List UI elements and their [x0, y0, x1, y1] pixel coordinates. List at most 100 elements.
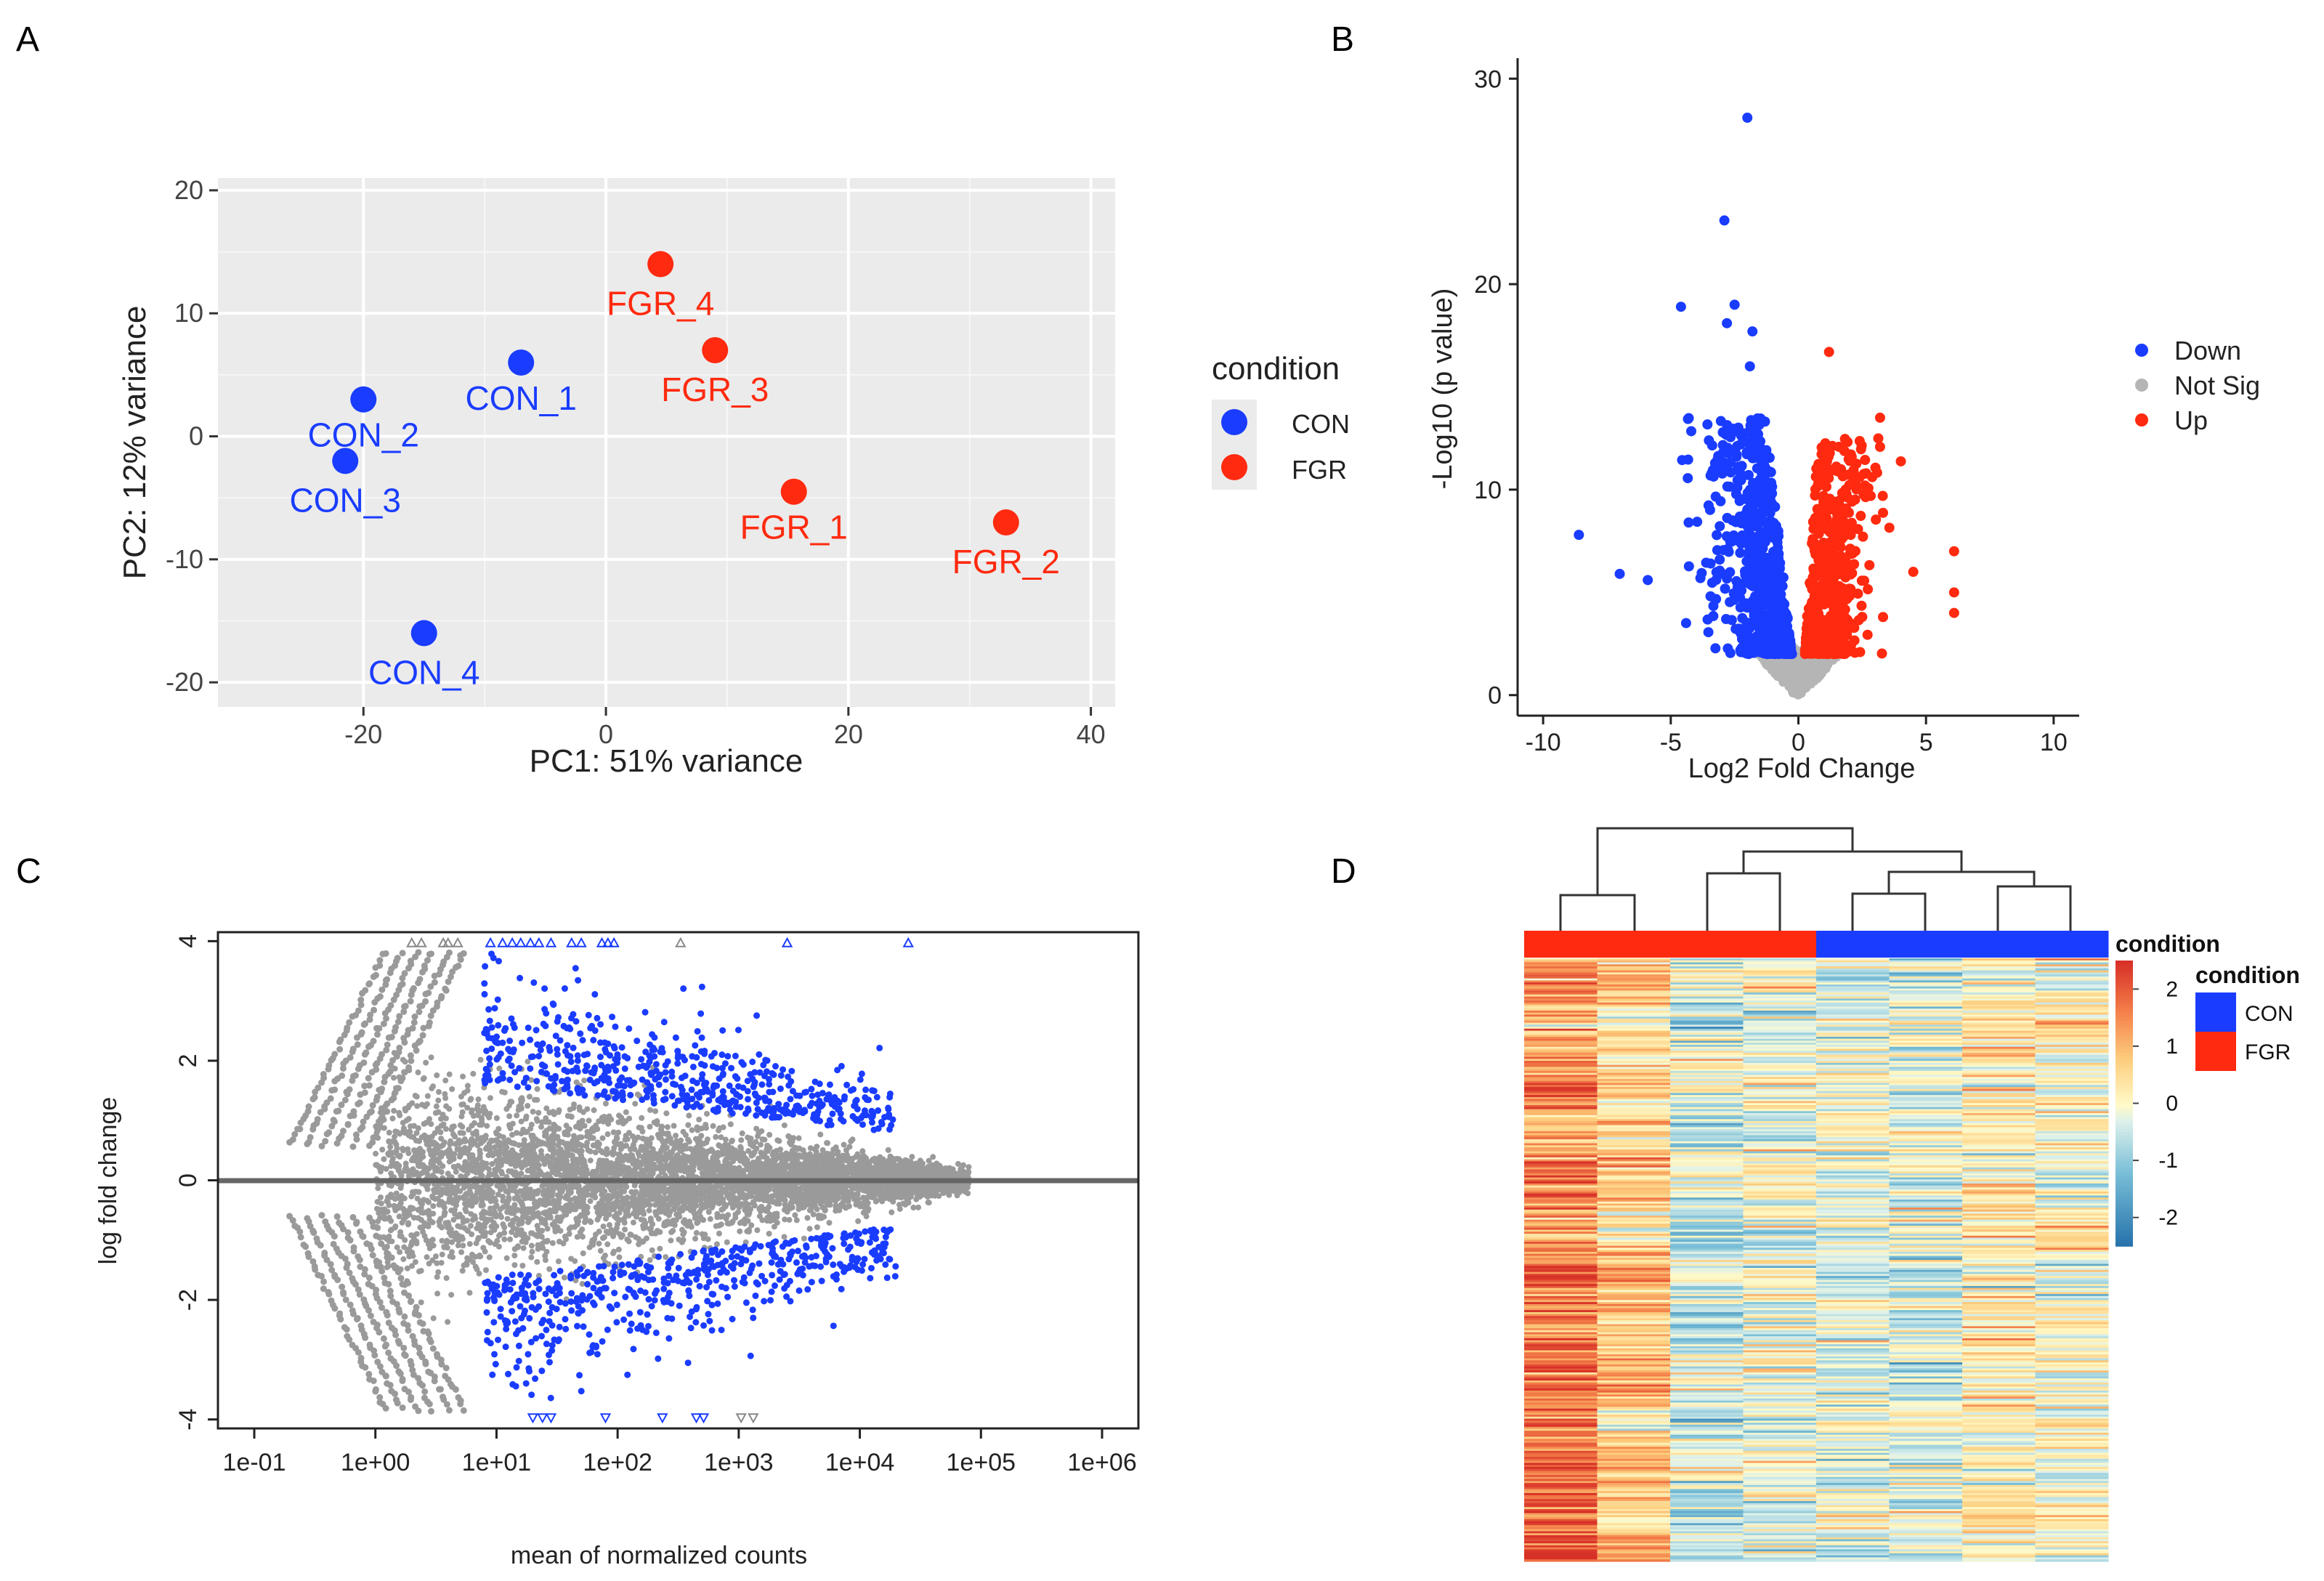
- x-tick-label: -10: [1526, 729, 1561, 756]
- ma-point-low-count: [371, 1351, 378, 1359]
- volcano-point-down: [1701, 557, 1712, 568]
- volcano-point-down: [1710, 643, 1721, 654]
- ma-point-low-count: [428, 1407, 435, 1415]
- ma-point-low-count: [443, 1401, 450, 1408]
- ma-point-grey: [466, 1126, 472, 1133]
- ma-point-grey: [623, 1109, 629, 1115]
- panel-label-b: B: [1331, 20, 1354, 59]
- ma-point-low-count: [352, 1131, 360, 1139]
- ma-point-low-count: [402, 1003, 409, 1010]
- ma-point-grey: [376, 1087, 382, 1093]
- ma-point-low-count: [357, 996, 365, 1003]
- ma-point-low-count: [442, 985, 449, 992]
- volcano-point-down: [1736, 628, 1746, 639]
- ma-point-low-count: [445, 1407, 453, 1414]
- pca-point: [992, 509, 1019, 536]
- volcano-point-down: [1710, 491, 1721, 502]
- ma-point-low-count: [382, 950, 389, 957]
- ma-point-grey: [474, 1102, 481, 1109]
- ma-point-low-count: [333, 1213, 341, 1220]
- volcano-point-down: [1705, 470, 1716, 481]
- ma-point-low-count: [354, 1041, 361, 1048]
- ma-point-low-count: [399, 950, 406, 957]
- ma-point-low-count: [419, 1032, 426, 1039]
- ma-point-grey: [746, 1226, 753, 1233]
- ma-point-grey: [781, 1122, 788, 1128]
- ma-point-low-count: [407, 1396, 414, 1404]
- volcano-point-down: [1706, 440, 1717, 451]
- volcano-point-down: [1725, 647, 1736, 658]
- volcano-point-down: [1755, 474, 1766, 485]
- ma-point-low-count: [360, 1233, 367, 1240]
- ma-point-low-count: [346, 1085, 353, 1093]
- volcano-point-up: [1839, 434, 1850, 445]
- ma-point-low-count: [429, 1345, 437, 1352]
- y-tick-label: 10: [174, 298, 203, 328]
- ma-point-grey: [443, 1103, 450, 1109]
- ma-point-low-count: [296, 1125, 304, 1133]
- ma-point-grey: [406, 1067, 413, 1074]
- ma-point-low-count: [394, 1399, 401, 1407]
- ma-point-low-count: [331, 1086, 339, 1093]
- ma-point-grey: [758, 1128, 765, 1134]
- x-tick-label: 20: [834, 719, 863, 749]
- ma-point-low-count: [407, 1052, 414, 1059]
- ma-point-low-count: [426, 1400, 433, 1407]
- x-tick-label: 0: [599, 719, 613, 749]
- ma-point-grey: [737, 1228, 743, 1234]
- ma-point-grey: [457, 1122, 463, 1128]
- volcano-point-down: [1773, 542, 1784, 553]
- ma-point-grey: [387, 1144, 394, 1150]
- ma-point-low-count: [455, 962, 462, 969]
- pca-point: [702, 337, 729, 364]
- volcano-point-down: [1702, 614, 1713, 625]
- ma-point-low-count: [331, 1305, 339, 1312]
- volcano-point-down: [1703, 627, 1714, 638]
- volcano-legend-label-down: Down: [2174, 336, 2241, 365]
- volcano-point-down: [1685, 426, 1696, 437]
- x-tick-label: 5: [1919, 729, 1933, 756]
- volcano-point-up: [1845, 530, 1856, 541]
- ma-point-grey: [529, 1248, 535, 1255]
- ma-point-low-count: [416, 1038, 424, 1045]
- volcano-point-up: [1877, 490, 1888, 501]
- volcano-point-down: [1675, 302, 1686, 312]
- ma-point-grey: [460, 1073, 466, 1080]
- volcano-point-up: [1842, 594, 1853, 604]
- ma-point-low-count: [320, 1278, 328, 1285]
- pca-x-axis-label: PC1: 51% variance: [530, 743, 803, 779]
- volcano-point-up: [1854, 472, 1865, 482]
- volcano-point-up: [1895, 456, 1906, 466]
- pca-gridlines: [218, 178, 1115, 707]
- volcano-point-down: [1720, 583, 1730, 594]
- ma-point-low-count: [350, 1248, 357, 1255]
- volcano-point-notsig: [1818, 663, 1828, 672]
- ma-plot: 1e-01 1e+00 1e+01 1e+02 1e+03 1e+04 1e+05 1e+06…: [94, 931, 1140, 1569]
- ma-point-grey: [530, 1109, 536, 1115]
- ma-point-low-count: [402, 1352, 409, 1359]
- x-tick-label: -5: [1660, 729, 1682, 756]
- pca-point-label: CON_4: [368, 653, 479, 691]
- ma-point-grey: [402, 1059, 408, 1065]
- ma-point-low-count: [312, 1266, 319, 1273]
- ma-point-grey: [393, 1085, 400, 1091]
- volcano-point-down: [1747, 326, 1758, 337]
- ma-point-grey: [663, 1110, 670, 1117]
- volcano-point-down: [1736, 580, 1746, 591]
- ma-point-low-count: [376, 1024, 383, 1032]
- volcano-point-up: [1860, 455, 1871, 466]
- volcano-point-down: [1716, 459, 1727, 470]
- volcano-point-down: [1719, 215, 1730, 226]
- volcano-legend-dot-up: [2135, 413, 2148, 426]
- volcano-point-up: [1810, 546, 1821, 557]
- ma-point-low-count: [419, 1320, 426, 1327]
- volcano-point-up: [1845, 569, 1856, 580]
- volcano-point-down: [1754, 419, 1765, 430]
- volcano-point-up: [1948, 587, 1959, 598]
- volcano-point-up: [1873, 433, 1884, 444]
- ma-point-low-count: [399, 980, 406, 987]
- volcano-point-down: [1754, 453, 1765, 464]
- ma-point-grey: [446, 1071, 453, 1077]
- pca-y-axis-label: PC2: 12% variance: [117, 306, 153, 580]
